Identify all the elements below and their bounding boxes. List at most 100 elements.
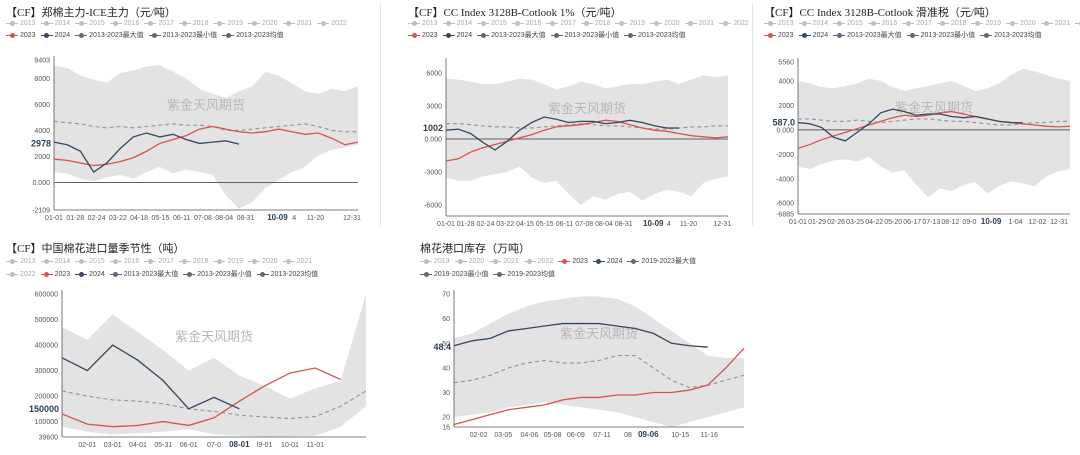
legend-item[interactable]: 2018 — [936, 18, 966, 29]
legend-marker-icon — [40, 32, 53, 38]
legend-item[interactable]: 2023 — [408, 30, 438, 41]
x-tick-label: 06-11 — [556, 221, 573, 228]
legend-item[interactable]: 2017 — [144, 18, 174, 29]
legend-item[interactable]: 2013-2023最小值 — [906, 30, 975, 41]
legend-item[interactable]: 2013-2023最大值 — [75, 30, 144, 41]
legend-item[interactable]: 2020 — [650, 18, 680, 29]
legend-item[interactable]: 2022 — [6, 269, 36, 280]
legend-item[interactable]: 2017 — [546, 18, 576, 29]
legend-item[interactable]: 2022 — [1075, 18, 1080, 29]
legend-item[interactable]: 2019 — [213, 18, 243, 29]
legend-item[interactable]: 2024 — [75, 269, 105, 280]
legend-item[interactable]: 2021 — [1040, 18, 1070, 29]
legend-item[interactable]: 2020 — [248, 256, 278, 267]
legend-item[interactable]: 2014 — [40, 18, 70, 29]
legend-item[interactable]: 2013-2023最小值 — [148, 30, 217, 41]
legend-item[interactable]: 2013 — [6, 256, 36, 267]
legend-item[interactable]: 2013-2023最大值 — [109, 269, 178, 280]
legend-item[interactable]: 2013 — [764, 18, 794, 29]
legend-label: 2023 — [54, 271, 71, 278]
legend-item[interactable]: 2013-2023最大值 — [477, 30, 546, 41]
chart-legend-row1[interactable]: 2013 2014 2015 2016 2017 2018 2019 2020 2021 2022 — [408, 18, 754, 29]
legend-item[interactable]: 2013 — [408, 18, 438, 29]
legend-item[interactable]: 2020 — [1006, 18, 1036, 29]
legend-item[interactable]: 2019-2023最大值 — [627, 256, 696, 267]
legend-item[interactable]: 2015 — [833, 18, 863, 29]
legend-item[interactable]: 2016 — [109, 256, 139, 267]
legend-item[interactable]: 2023 — [6, 30, 36, 41]
chart-legend-row2[interactable]: 2023 2024 2013-2023最大值 2013-2023最小值 2013-202… — [6, 30, 289, 41]
legend-item[interactable]: 2013-2023均值 — [624, 30, 686, 41]
chart-legend-row2[interactable]: 2023 2024 2013-2023最大值 2013-2023最小值 2013-202… — [764, 30, 1047, 41]
legend-item[interactable]: 2015 — [477, 18, 507, 29]
legend-item[interactable]: 2024 — [40, 30, 70, 41]
legend-item[interactable]: 2013-2023均值 — [222, 30, 284, 41]
x-tick-label: 11-20 — [307, 215, 324, 222]
legend-item[interactable]: 2018 — [178, 256, 208, 267]
legend-marker-icon — [511, 20, 524, 26]
legend-label: 2019-2023均值 — [507, 271, 555, 278]
legend-item[interactable]: 2014 — [40, 256, 71, 267]
legend-item[interactable]: 2013-2023均值 — [980, 30, 1042, 41]
legend-item[interactable]: 2013-2023最大值 — [833, 30, 902, 41]
chart-legend-row1[interactable]: 2013 2014 2015 2016 2017 2018 2019 2020 2021 2022 — [764, 18, 1080, 29]
legend-label: 2014 — [54, 258, 71, 265]
legend-item[interactable]: 2021 — [282, 256, 312, 267]
legend-item[interactable]: 2013-2023均值 — [256, 269, 318, 280]
legend-item[interactable]: 2023 — [40, 269, 71, 280]
legend-item[interactable]: 2019-2023最小值 — [420, 269, 488, 280]
legend-item[interactable]: 2024 — [592, 256, 622, 267]
range-band — [62, 294, 366, 437]
legend-marker-icon — [282, 20, 295, 26]
legend-item[interactable]: 2021 — [684, 18, 714, 29]
legend-item[interactable]: 2022 — [523, 256, 553, 267]
legend-marker-icon — [477, 20, 490, 26]
legend-item[interactable]: 2016 — [109, 18, 139, 29]
chart-legend-row1[interactable]: 2013 2020 2021 2022 2023 2024 2019-2023最大值 — [420, 256, 701, 267]
legend-label: 2017 — [916, 20, 932, 27]
legend-item[interactable]: 2015 — [75, 256, 105, 267]
legend-item[interactable]: 2021 — [282, 18, 312, 29]
legend-item[interactable]: 2019 — [213, 256, 243, 267]
legend-item[interactable]: 2022 — [719, 18, 749, 29]
legend-item[interactable]: 2016 — [867, 18, 897, 29]
legend-label: 2013 — [434, 258, 450, 265]
legend-item[interactable]: 2015 — [75, 18, 105, 29]
legend-item[interactable]: 2013-2023最小值 — [550, 30, 619, 41]
legend-item[interactable]: 2023 — [764, 30, 794, 41]
chart-panel-china-cotton-import: 【CF】中国棉花进口量季节性（吨） 2013 2014 2015 2016 2017 20… — [0, 236, 384, 455]
legend-item[interactable]: 2020 — [248, 18, 278, 29]
legend-label: 2023 — [20, 32, 36, 39]
chart-legend-row1[interactable]: 2013 2014 2015 2016 2017 2018 2019 2020 2021 — [6, 256, 317, 267]
legend-item[interactable]: 2019-2023均值 — [493, 269, 555, 280]
legend-item[interactable]: 2018 — [580, 18, 610, 29]
chart-legend-row1[interactable]: 2013 2014 2015 2016 2017 2018 2019 2020 2021 2022 — [6, 18, 352, 29]
legend-marker-icon — [580, 20, 593, 26]
chart-legend-row2[interactable]: 2023 2024 2013-2023最大值 2013-2023最小值 2013-202… — [408, 30, 691, 41]
legend-item[interactable]: 2013 — [6, 18, 36, 29]
legend-item[interactable]: 2019 — [615, 18, 645, 29]
x-tick-label: 07-0 — [207, 442, 221, 449]
legend-item[interactable]: 2019 — [971, 18, 1001, 29]
legend-label: 2022 — [331, 20, 347, 27]
legend-item[interactable]: 2014 — [798, 18, 828, 29]
chart-legend-row2[interactable]: 2019-2023最小值 2019-2023均值 — [420, 269, 560, 280]
legend-item[interactable]: 2017 — [144, 256, 174, 267]
legend-item[interactable]: 2016 — [511, 18, 541, 29]
legend-item[interactable]: 2021 — [489, 256, 519, 267]
legend-item[interactable]: 2020 — [454, 256, 484, 267]
legend-item[interactable]: 2013 — [420, 256, 450, 267]
legend-item[interactable]: 2017 — [902, 18, 932, 29]
legend-item[interactable]: 2023 — [558, 256, 588, 267]
y-tick-label: -2109 — [32, 208, 50, 215]
legend-marker-icon — [6, 258, 18, 264]
legend-item[interactable]: 2018 — [178, 18, 208, 29]
legend-marker-icon — [1075, 20, 1080, 26]
legend-item[interactable]: 2024 — [798, 30, 828, 41]
chart-legend-row2[interactable]: 2022 2023 2024 2013-2023最大值 2013-2023最小值 2013… — [6, 269, 323, 280]
legend-item[interactable]: 2022 — [317, 18, 347, 29]
legend-label: 2015 — [89, 20, 105, 27]
legend-item[interactable]: 2014 — [442, 18, 472, 29]
legend-item[interactable]: 2013-2023最小值 — [183, 269, 252, 280]
legend-item[interactable]: 2024 — [442, 30, 472, 41]
